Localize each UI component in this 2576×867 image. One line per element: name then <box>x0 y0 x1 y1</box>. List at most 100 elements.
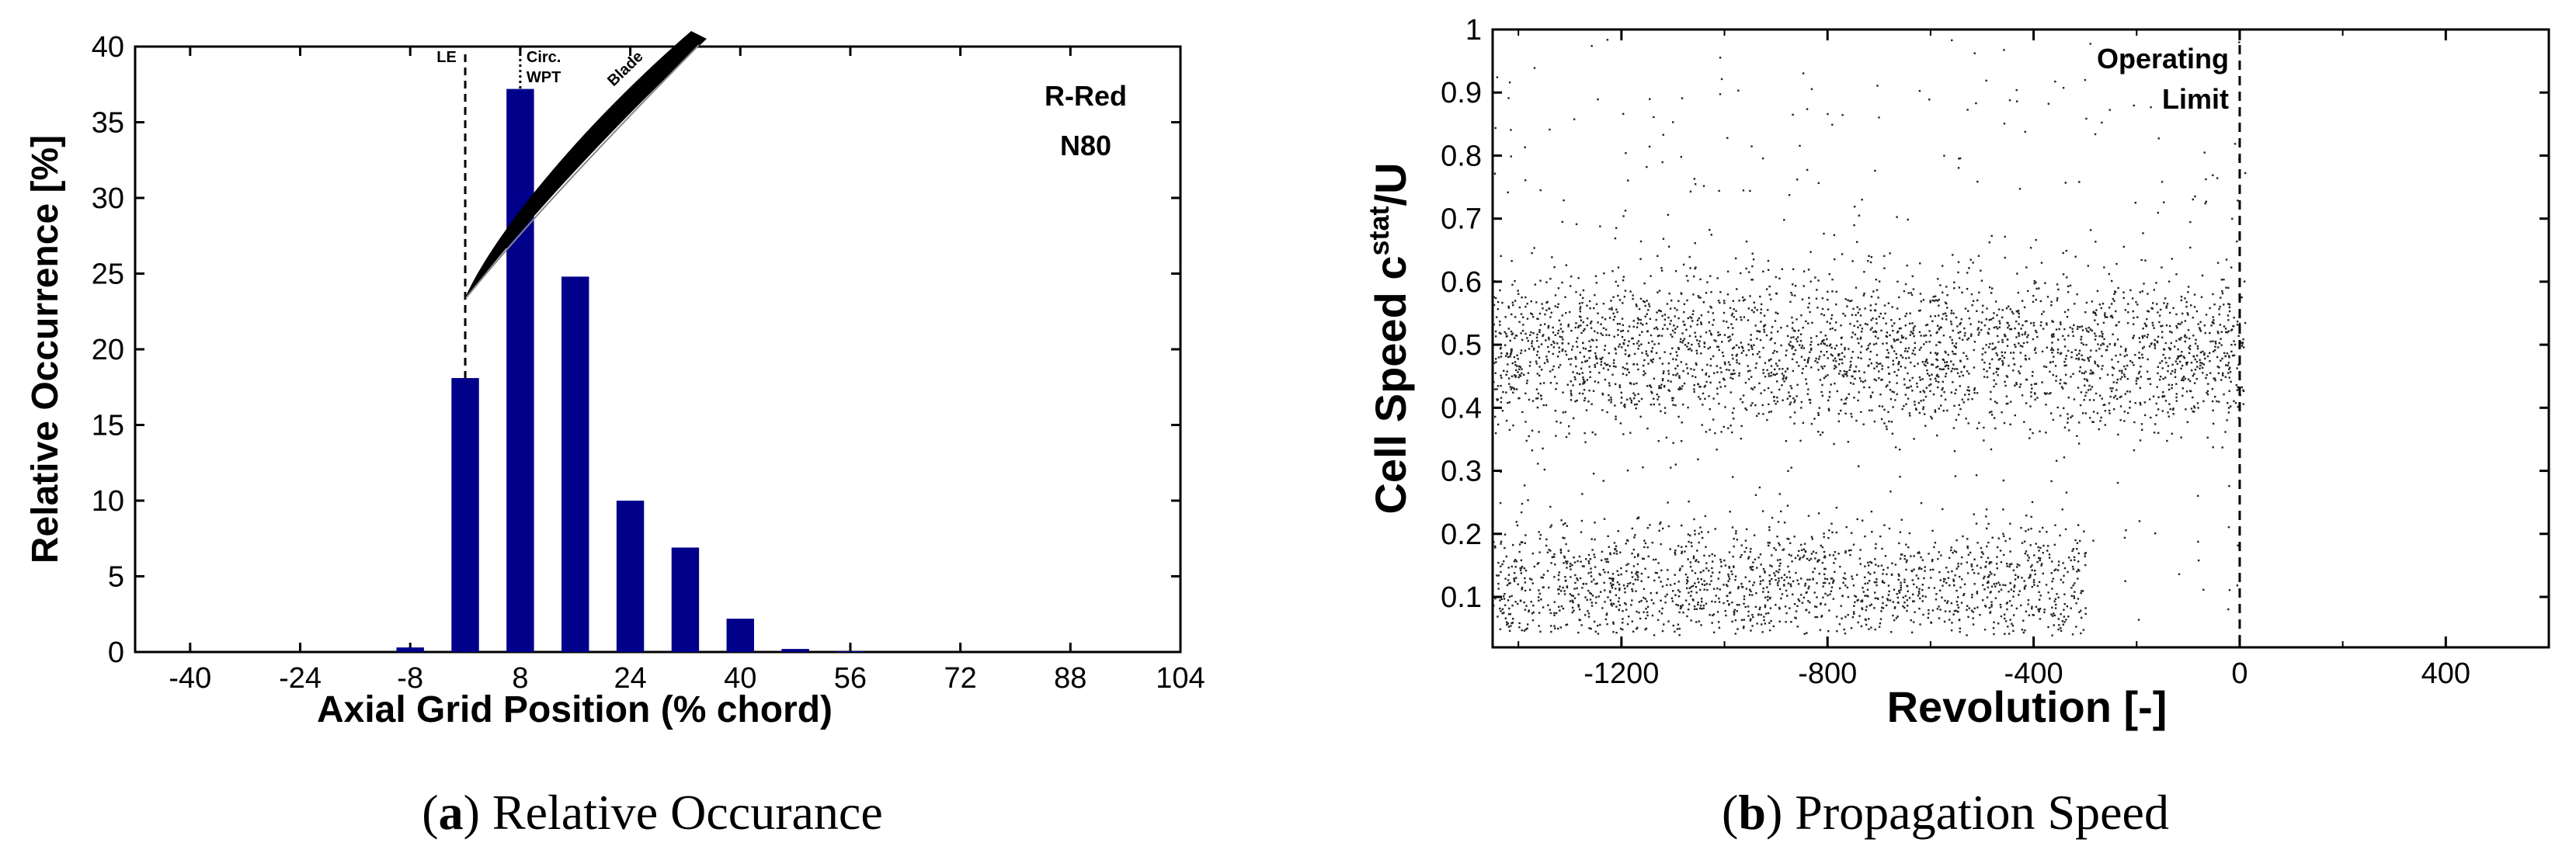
scatter-point <box>1511 604 1514 607</box>
scatter-point <box>2067 285 2070 288</box>
scatter-point <box>1616 310 1618 314</box>
scatter-point <box>1705 431 1708 433</box>
scatter-point <box>1582 376 1584 379</box>
scatter-point <box>1559 364 1562 366</box>
scatter-point <box>1563 555 1566 558</box>
scatter-point <box>2222 374 2224 376</box>
scatter-point <box>1768 622 1771 624</box>
scatter-point <box>1996 335 1999 338</box>
scatter-point <box>1494 372 1497 374</box>
scatter-point <box>1851 314 1854 316</box>
scatter-point <box>1667 577 1669 581</box>
scatter-point <box>2039 546 2042 550</box>
scatter-point <box>1947 353 1949 356</box>
scatter-point <box>1556 306 1559 308</box>
scatter-point <box>1763 616 1765 618</box>
scatter-point <box>2009 619 2011 621</box>
scatter-point <box>1747 319 1750 321</box>
scatter-point <box>1645 617 1647 620</box>
scatter-point <box>1587 553 1590 557</box>
scatter-point <box>1861 599 1863 602</box>
scatter-point <box>2053 600 2056 602</box>
scatter-point <box>1697 295 1700 297</box>
scatter-point <box>1711 553 1713 556</box>
scatter-point <box>1812 570 1814 574</box>
scatter-point <box>1494 330 1497 333</box>
scatter-point <box>2022 619 2025 622</box>
scatter-point <box>1794 285 1797 287</box>
scatter-point <box>1931 529 1934 532</box>
scatter-point <box>1844 347 1846 349</box>
scatter-point <box>2008 590 2010 593</box>
scatter-point <box>1549 128 1551 131</box>
scatter-point <box>2080 591 2082 595</box>
scatter-point <box>1620 567 1622 570</box>
scatter-point <box>1775 311 1777 314</box>
scatter-point <box>1510 259 1513 262</box>
scatter-point <box>1524 305 1527 308</box>
scatter-point <box>1687 406 1689 409</box>
scatter-point <box>1910 555 1912 557</box>
chart-a-plot-frame <box>134 45 1182 654</box>
scatter-point <box>1834 258 1836 261</box>
scatter-point <box>2211 321 2214 324</box>
scatter-point <box>1902 605 1904 608</box>
scatter-point <box>1844 632 1847 635</box>
scatter-point <box>1885 356 1888 359</box>
scatter-point <box>1724 362 1726 366</box>
scatter-point <box>1514 375 1517 377</box>
scatter-point <box>1876 578 1878 581</box>
scatter-point <box>2051 560 2053 563</box>
scatter-point <box>2171 383 2174 387</box>
scatter-point <box>1570 380 1572 383</box>
scatter-point <box>1638 400 1640 403</box>
scatter-point <box>1659 357 1661 359</box>
scatter-point <box>1704 384 1707 387</box>
scatter-point <box>1934 315 1937 317</box>
scatter-point <box>1782 549 1784 551</box>
scatter-point <box>2063 328 2066 331</box>
scatter-point <box>1524 581 1527 584</box>
scatter-point <box>2227 525 2230 529</box>
scatter-point <box>2063 616 2066 618</box>
scatter-point <box>2175 393 2178 395</box>
scatter-point <box>1953 449 1956 453</box>
scatter-point <box>1751 594 1754 596</box>
scatter-point <box>1826 338 1828 341</box>
scatter-point <box>1666 584 1668 586</box>
scatter-point <box>2006 602 2009 604</box>
scatter-point <box>1608 307 1611 310</box>
scatter-point <box>2008 99 2011 102</box>
scatter-point <box>1638 308 1641 310</box>
scatter-point <box>2157 335 2160 338</box>
scatter-point <box>1731 526 1734 529</box>
scatter-point <box>1555 388 1557 390</box>
scatter-point <box>1694 582 1696 584</box>
scatter-point <box>2026 341 2028 344</box>
scatter-point <box>1860 411 1862 414</box>
scatter-point <box>1764 596 1767 599</box>
scatter-point <box>1570 568 1572 570</box>
scatter-point <box>2033 279 2035 283</box>
scatter-point <box>2188 352 2191 355</box>
scatter-point <box>1667 245 1670 248</box>
scatter-point <box>1582 289 1585 292</box>
scatter-point <box>1500 540 1503 543</box>
scatter-point <box>1817 560 1820 562</box>
scatter-point <box>1608 394 1610 397</box>
scatter-point <box>1497 561 1500 564</box>
scatter-point <box>2153 327 2155 329</box>
scatter-point <box>1727 575 1730 577</box>
scatter-point <box>1742 189 1745 192</box>
scatter-point <box>1985 344 1987 346</box>
scatter-point <box>1604 378 1607 381</box>
scatter-point <box>1807 269 1810 271</box>
scatter-point <box>1920 300 1922 303</box>
scatter-point <box>1678 633 1681 636</box>
scatter-point <box>1562 536 1564 539</box>
scatter-point <box>1997 591 2001 593</box>
scatter-point <box>1918 607 1921 610</box>
scatter-point <box>1770 391 1773 394</box>
scatter-point <box>1843 402 1845 405</box>
scatter-point <box>1548 338 1550 341</box>
